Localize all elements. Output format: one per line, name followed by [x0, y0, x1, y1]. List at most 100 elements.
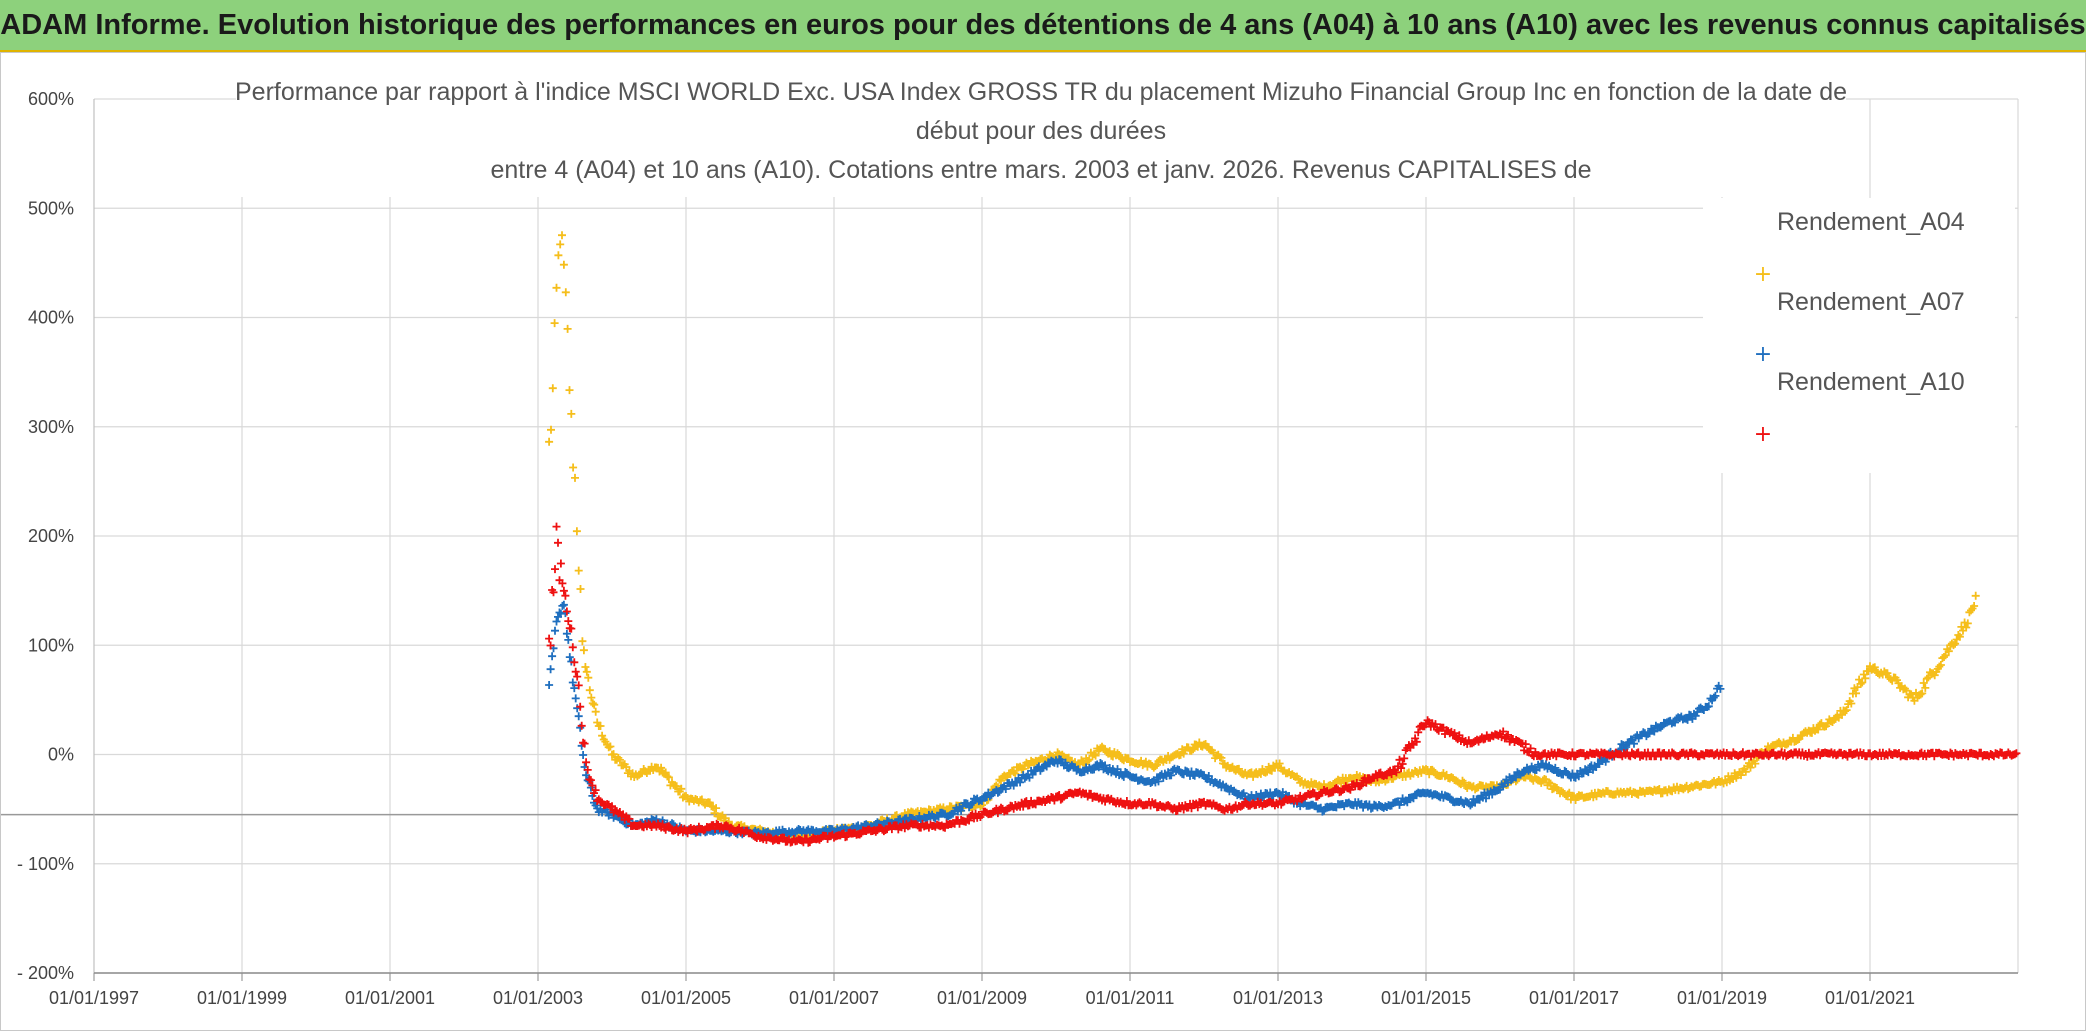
data-point: [1332, 784, 1341, 792]
data-point: [1397, 764, 1406, 773]
x-tick-label: 01/01/2011: [1086, 988, 1175, 1008]
data-point: [1217, 753, 1226, 762]
data-point: [579, 751, 588, 759]
data-point: [1921, 683, 1930, 692]
data-point: [1357, 781, 1366, 790]
data-point: [588, 699, 597, 708]
data-point: [1412, 737, 1421, 746]
data-point: [1091, 751, 1100, 760]
data-point: [1105, 747, 1114, 756]
data-point: [579, 646, 588, 655]
data-point: [1001, 785, 1010, 793]
data-point: [606, 742, 615, 751]
data-point: [1028, 770, 1037, 779]
data-point: [615, 755, 624, 764]
data-point: [1655, 785, 1664, 793]
y-tick-label: 100%: [28, 635, 74, 655]
data-point: [564, 635, 573, 644]
chart-title-line-2: début pour des durées: [916, 117, 1166, 145]
data-point: [1963, 619, 1972, 628]
chart-title-line-3: entre 4 (A04) et 10 ans (A10). Cotations…: [490, 156, 1591, 184]
legend-marker-a04: +: [1754, 262, 1772, 287]
data-point: [1101, 761, 1110, 770]
data-point: [1711, 691, 1720, 700]
data-point: [1187, 746, 1196, 755]
data-point: [1151, 762, 1160, 771]
data-point: [1671, 718, 1679, 727]
data-point: [568, 678, 577, 687]
data-point: [591, 786, 600, 795]
data-point: [1936, 661, 1945, 669]
data-point: [548, 652, 557, 661]
data-point: [583, 765, 592, 774]
data-point: [609, 750, 618, 759]
data-point: [1709, 693, 1718, 702]
data-point: [1189, 745, 1198, 754]
data-point: [559, 586, 568, 595]
data-point: [1683, 715, 1692, 724]
data-point: [550, 319, 559, 328]
series-rendement_a10: [545, 522, 2021, 847]
chart-frame: 600% 500% 400% 300% 200% 100% 0% - 100% - 200% 0…: [0, 52, 2086, 1031]
y-tick-label: 0%: [48, 745, 74, 765]
data-point: [548, 384, 557, 393]
data-point: [1239, 789, 1248, 798]
y-tick-label: 500%: [28, 198, 74, 218]
series-rendement_a07: [545, 600, 1725, 839]
data-point: [578, 637, 587, 646]
data-point: [558, 601, 567, 610]
y-tick-label: - 100%: [17, 854, 74, 874]
data-point: [1847, 699, 1856, 708]
data-point: [576, 585, 585, 593]
data-point: [625, 814, 634, 823]
x-tick-label: 01/01/2015: [1381, 988, 1471, 1008]
data-point: [1275, 759, 1284, 768]
data-point: [1016, 778, 1025, 787]
data-point: [591, 707, 600, 716]
data-point: [2012, 749, 2021, 758]
data-point: [571, 694, 580, 703]
data-point: [1090, 750, 1099, 759]
data-point: [1551, 763, 1560, 772]
data-point: [571, 667, 580, 676]
data-point: [677, 784, 686, 793]
x-tick-label: 01/01/2007: [789, 988, 879, 1008]
data-point: [564, 617, 573, 626]
data-point: [546, 665, 555, 674]
legend-label-a10: Rendement_A10: [1777, 368, 1965, 396]
data-point: [590, 700, 599, 709]
data-point: [570, 658, 579, 667]
data-point: [965, 816, 974, 825]
data-point: [559, 260, 568, 269]
data-point: [1841, 707, 1850, 716]
y-tick-label: - 200%: [17, 963, 74, 983]
data-point: [573, 672, 582, 681]
data-point: [1922, 674, 1931, 683]
legend-label-a04: Rendement_A04: [1777, 208, 1965, 236]
data-point: [712, 804, 721, 813]
data-point: [1153, 760, 1161, 769]
data-point: [581, 663, 590, 671]
data-point: [587, 693, 596, 702]
data-point: [663, 772, 672, 781]
data-point: [657, 763, 666, 772]
data-point: [1019, 802, 1028, 811]
data-point: [1924, 673, 1933, 682]
data-point: [2010, 750, 2019, 759]
data-points: [545, 231, 2021, 847]
data-point: [1482, 794, 1490, 803]
data-point: [588, 781, 597, 790]
data-point: [997, 776, 1005, 785]
data-point: [1584, 768, 1593, 777]
data-point: [1519, 768, 1528, 777]
data-point: [1852, 689, 1860, 698]
data-point: [1450, 729, 1459, 738]
data-point: [705, 798, 714, 807]
data-point: [1814, 725, 1823, 734]
data-point: [712, 819, 721, 828]
data-point: [1650, 727, 1659, 736]
y-axis: 600% 500% 400% 300% 200% 100% 0% - 100% - 200%: [17, 89, 95, 983]
data-point: [580, 739, 589, 748]
data-point: [1545, 778, 1554, 787]
data-point: [978, 796, 986, 805]
